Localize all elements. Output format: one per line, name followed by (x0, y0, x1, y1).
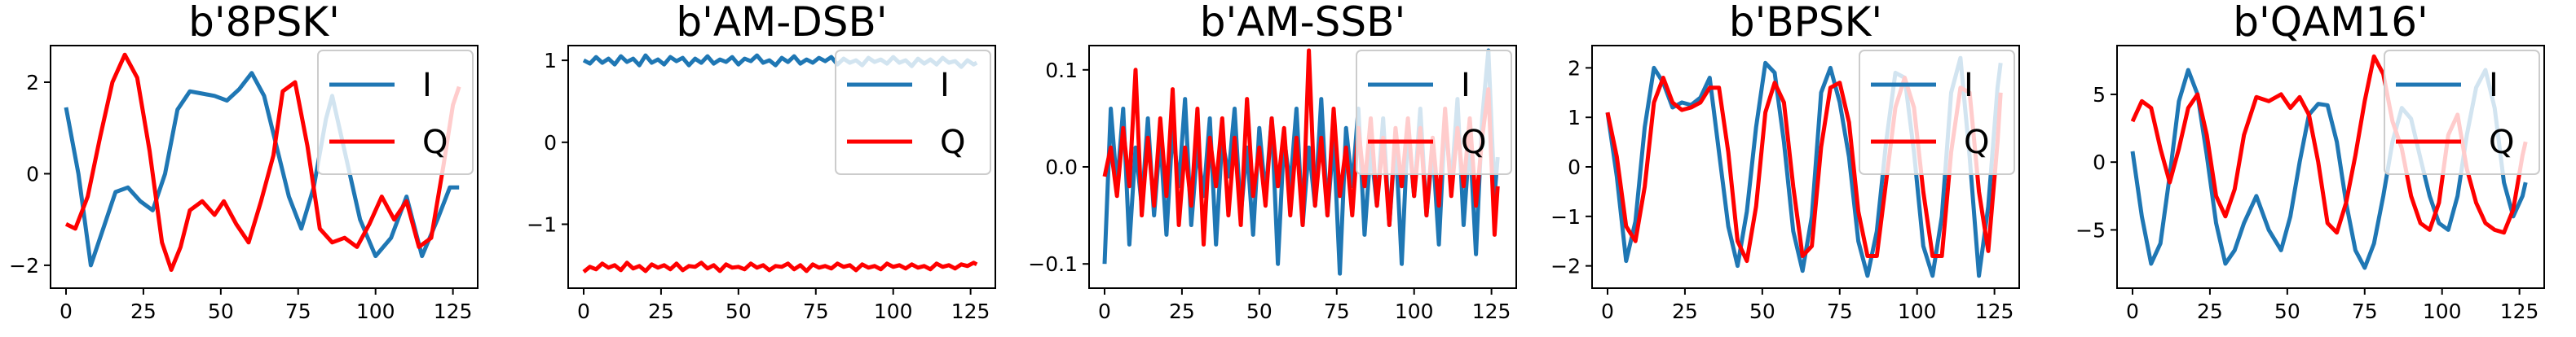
chart-title: b'AM-DSB' (676, 0, 887, 46)
x-tick-label: 50 (1749, 300, 1775, 323)
legend-box (1859, 50, 2015, 175)
x-tick-label: 25 (1672, 300, 1698, 323)
y-tick-label: 5 (2093, 83, 2106, 107)
x-tick-label: 50 (726, 300, 752, 323)
y-tick-label: 1 (1568, 106, 1581, 129)
chart-panel-1: b'8PSK' 0 25 50 75 100 125 −2 0 2 IQ (9, 0, 479, 323)
chart-panel-5: b'QAM16' 0 25 50 75 100 125 −5 0 5 IQ (2075, 0, 2545, 323)
chart-title: b'QAM16' (2233, 0, 2428, 46)
x-tick-label: 75 (2352, 300, 2378, 323)
y-tick-label: 0 (544, 131, 557, 155)
y-tick-label: −1 (527, 212, 557, 236)
x-tick-label: 100 (1898, 300, 1937, 323)
legend-box (835, 50, 991, 175)
y-tick-label: −5 (2075, 218, 2106, 242)
x-tick-label: 50 (1246, 300, 1273, 323)
x-tick-label: 125 (1975, 300, 2014, 323)
chart-panel-2: b'AM-DSB' 0 25 50 75 100 125 −1 0 1 IQ (527, 0, 996, 323)
y-tick-label: 2 (1568, 56, 1581, 80)
legend-box (1356, 50, 1512, 175)
y-tick-label: −2 (9, 254, 39, 278)
y-tick-label: −0.1 (1028, 252, 1078, 276)
y-tick-label: −2 (1550, 255, 1581, 278)
x-tick-label: 100 (1395, 300, 1434, 323)
x-tick-label: 50 (208, 300, 234, 323)
chart-title: b'AM-SSB' (1200, 0, 1405, 46)
chart-title: b'BPSK' (1729, 0, 1882, 46)
axes-frame (2116, 45, 2545, 289)
legend-label-I: I (422, 67, 432, 104)
chart-panel-4: b'BPSK' 0 25 50 75 100 125 −2 −1 0 1 2 IQ (1550, 0, 2020, 323)
x-tick-label: 75 (1324, 300, 1350, 323)
legend-label-I: I (1964, 67, 1974, 104)
legend-label-Q: Q (1964, 124, 1989, 161)
series-line-Q (1605, 76, 2003, 264)
x-tick-label: 25 (2197, 300, 2223, 323)
legend-label-I: I (2489, 67, 2499, 104)
x-tick-label: 25 (130, 300, 157, 323)
x-tick-label: 125 (1472, 300, 1511, 323)
x-tick-label: 0 (1601, 300, 1614, 323)
x-tick-label: 0 (577, 300, 590, 323)
y-tick-label: 0 (2093, 151, 2106, 174)
x-tick-label: 75 (803, 300, 829, 323)
series-line-Q (582, 260, 978, 274)
axes-frame (567, 45, 996, 289)
y-tick-label: 0.0 (1045, 155, 1078, 179)
axes-frame (50, 45, 479, 289)
legend-label-I: I (1461, 67, 1471, 104)
series-line-I (64, 71, 460, 268)
series-line-Q (64, 52, 461, 272)
x-tick-label: 75 (1827, 300, 1853, 323)
chart-panel-3: b'AM-SSB' 0 25 50 75 100 125 −0.1 0.0 0.1 IQ (1028, 0, 1517, 323)
x-tick-label: 0 (60, 300, 73, 323)
legend-box (2384, 50, 2540, 175)
legend-label-Q: Q (2489, 124, 2514, 161)
y-tick-label: 0 (1568, 155, 1581, 179)
x-tick-label: 50 (2274, 300, 2300, 323)
x-tick-label: 75 (285, 300, 311, 323)
x-tick-label: 125 (434, 300, 473, 323)
series-line-I (1605, 55, 2003, 278)
y-tick-label: −1 (1550, 205, 1581, 229)
legend-label-Q: Q (1461, 124, 1486, 161)
y-tick-label: 1 (544, 49, 557, 72)
y-tick-label: 0.1 (1045, 59, 1078, 82)
x-tick-label: 0 (2126, 300, 2139, 323)
x-tick-label: 25 (1169, 300, 1195, 323)
legend-label-Q: Q (940, 124, 965, 161)
x-tick-label: 100 (2423, 300, 2462, 323)
legend-box (317, 50, 474, 175)
y-tick-label: 0 (26, 162, 39, 186)
legend-label-Q: Q (422, 124, 448, 161)
x-tick-label: 100 (874, 300, 913, 323)
x-tick-label: 0 (1098, 300, 1111, 323)
x-tick-label: 25 (648, 300, 674, 323)
x-tick-label: 100 (356, 300, 395, 323)
y-tick-label: 2 (26, 71, 39, 94)
x-tick-label: 125 (951, 300, 990, 323)
chart-title: b'8PSK' (188, 0, 340, 46)
legend-label-I: I (940, 67, 950, 104)
x-tick-label: 125 (2500, 300, 2539, 323)
